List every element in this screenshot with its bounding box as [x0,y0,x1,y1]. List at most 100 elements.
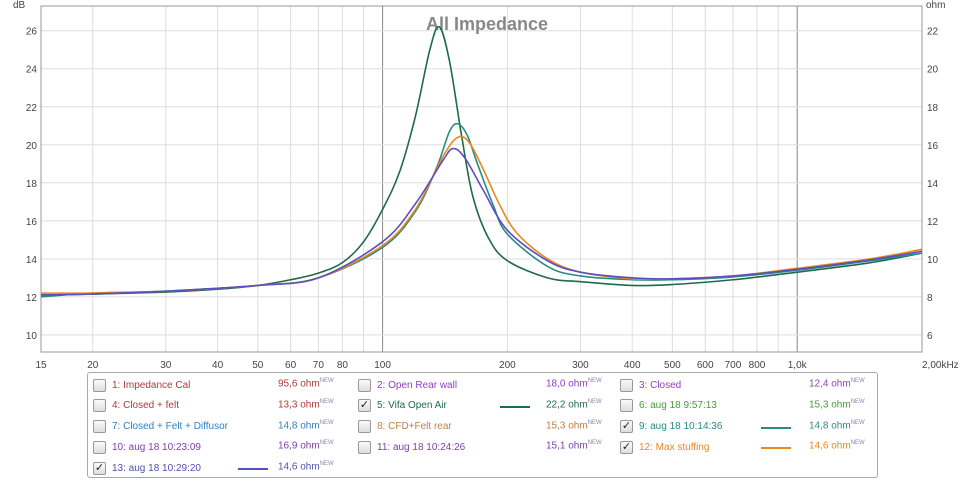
legend-item[interactable]: 7: Closed + Felt + Diffusor [93,418,228,436]
new-badge: NEW [319,398,334,405]
chart-title: All Impedance [426,14,548,34]
legend-line-swatch [761,426,791,429]
legend-item[interactable]: 2: Open Rear wall [358,376,457,394]
legend-item[interactable]: 1: Impedance Cal [93,376,190,394]
new-badge: NEW [587,440,602,447]
legend-value: 12,4 ohmNEW [809,378,865,389]
x-tick-label: 100 [374,360,391,371]
legend-value: 14,6 ohmNEW [809,440,865,451]
legend-value: 15,1 ohmNEW [546,440,602,451]
legend-value: 14,8 ohmNEW [278,420,334,431]
left-axis-unit: dB [13,0,26,11]
legend-value: 95,6 ohmNEW [278,378,334,389]
legend-checkbox[interactable]: ✓ [620,440,633,454]
legend-label: 8: CFD+Felt rear [377,421,452,433]
x-tick-label: 50 [252,360,264,371]
y-tick-right: 8 [927,293,933,304]
legend-label: 7: Closed + Felt + Diffusor [112,421,228,433]
legend-item[interactable]: ✓ 13: aug 18 10:29:20 [93,459,201,477]
legend-checkbox[interactable]: ✓ [358,399,371,413]
x-tick-label: 2,00kHz [922,360,959,371]
legend-checkbox[interactable] [93,378,106,392]
legend-value-text: 15,3 ohm [809,399,851,411]
new-badge: NEW [850,440,865,447]
legend-item[interactable]: ✓ 5: Vifa Open Air [358,397,447,415]
y-tick-left: 26 [26,27,38,38]
legend-line-swatch [238,468,268,471]
legend-item[interactable]: ✓ 9: aug 18 10:14:36 [620,418,722,436]
legend-value: 18,0 ohmNEW [546,378,602,389]
legend-value-text: 12,4 ohm [809,378,851,390]
legend-label: 11: aug 18 10:24:26 [377,441,466,453]
legend-value-text: 14,6 ohm [809,440,851,452]
legend-item[interactable]: ✓ 12: Max stuffing [620,438,709,456]
legend-checkbox[interactable] [358,378,371,392]
y-tick-left: 14 [26,255,38,266]
x-tick-label: 700 [725,360,742,371]
y-tick-right: 20 [927,65,939,76]
legend-label: 9: aug 18 10:14:36 [639,421,723,433]
legend-value: 14,8 ohmNEW [809,420,865,431]
legend-checkbox[interactable] [93,440,106,454]
legend-item[interactable]: 6: aug 18 9:57:13 [620,397,717,415]
plot-frame [40,5,923,353]
y-tick-right: 10 [927,255,939,266]
y-tick-right: 22 [927,27,939,38]
legend-checkbox[interactable] [358,420,371,434]
legend-item[interactable]: 3: Closed [620,376,681,394]
legend-panel: 1: Impedance Cal 95,6 ohmNEW 2: Open Rear … [87,372,878,478]
new-badge: NEW [850,378,865,384]
legend-checkbox[interactable] [620,399,633,413]
right-axis-unit: ohm [926,0,945,11]
legend-value-text: 14,8 ohm [278,419,320,431]
new-badge: NEW [850,398,865,405]
series-line [40,25,923,296]
legend-checkbox[interactable] [93,399,106,413]
legend-item[interactable]: 11: aug 18 10:24:26 [358,438,465,456]
x-tick-label: 800 [749,360,766,371]
legend-label: 13: aug 18 10:29:20 [112,462,201,474]
new-badge: NEW [319,440,334,447]
y-tick-left: 18 [26,179,38,190]
legend-label: 2: Open Rear wall [377,379,458,391]
x-tick-label: 40 [212,360,224,371]
y-tick-left: 10 [26,331,38,342]
legend-item[interactable]: 8: CFD+Felt rear [358,418,452,436]
legend-value: 14,6 ohmNEW [278,461,334,472]
new-badge: NEW [587,398,602,405]
legend-label: 10: aug 18 10:23:09 [112,441,201,453]
x-tick-label: 200 [499,360,516,371]
legend-item[interactable]: 4: Closed + felt [93,397,179,415]
legend-label: 5: Vifa Open Air [377,400,447,412]
x-tick-label: 400 [624,360,641,371]
legend-label: 12: Max stuffing [639,441,710,453]
x-tick-label: 1,0k [788,360,808,371]
legend-value: 16,9 ohmNEW [278,440,334,451]
x-tick-label: 300 [572,360,589,371]
new-badge: NEW [319,461,334,468]
x-tick-label: 70 [313,360,325,371]
legend-checkbox[interactable] [93,420,106,434]
y-tick-left: 16 [26,217,38,228]
legend-checkbox[interactable] [620,378,633,392]
x-tick-label: 60 [285,360,297,371]
legend-item[interactable]: 10: aug 18 10:23:09 [93,438,201,456]
legend-checkbox[interactable]: ✓ [620,420,633,434]
legend-value-text: 95,6 ohm [278,378,320,390]
legend-value-text: 14,8 ohm [809,419,851,431]
x-tick-label: 20 [87,360,99,371]
new-badge: NEW [319,378,334,384]
impedance-chart[interactable]: All Impedance dB ohm 10 6 12 8 14 10 16 12 18 14 2… [0,0,975,372]
new-badge: NEW [587,378,602,384]
x-tick-label: 600 [697,360,714,371]
legend-value-text: 15,3 ohm [546,419,588,431]
y-tick-right: 14 [927,179,939,190]
legend-value: 15,3 ohmNEW [809,399,865,410]
legend-checkbox[interactable] [358,440,371,454]
legend-label: 4: Closed + felt [112,400,179,412]
y-tick-left: 24 [26,65,38,76]
legend-value: 15,3 ohmNEW [546,420,602,431]
legend-checkbox[interactable]: ✓ [93,461,106,475]
legend-label: 1: Impedance Cal [112,379,191,391]
y-tick-right: 16 [927,141,939,152]
